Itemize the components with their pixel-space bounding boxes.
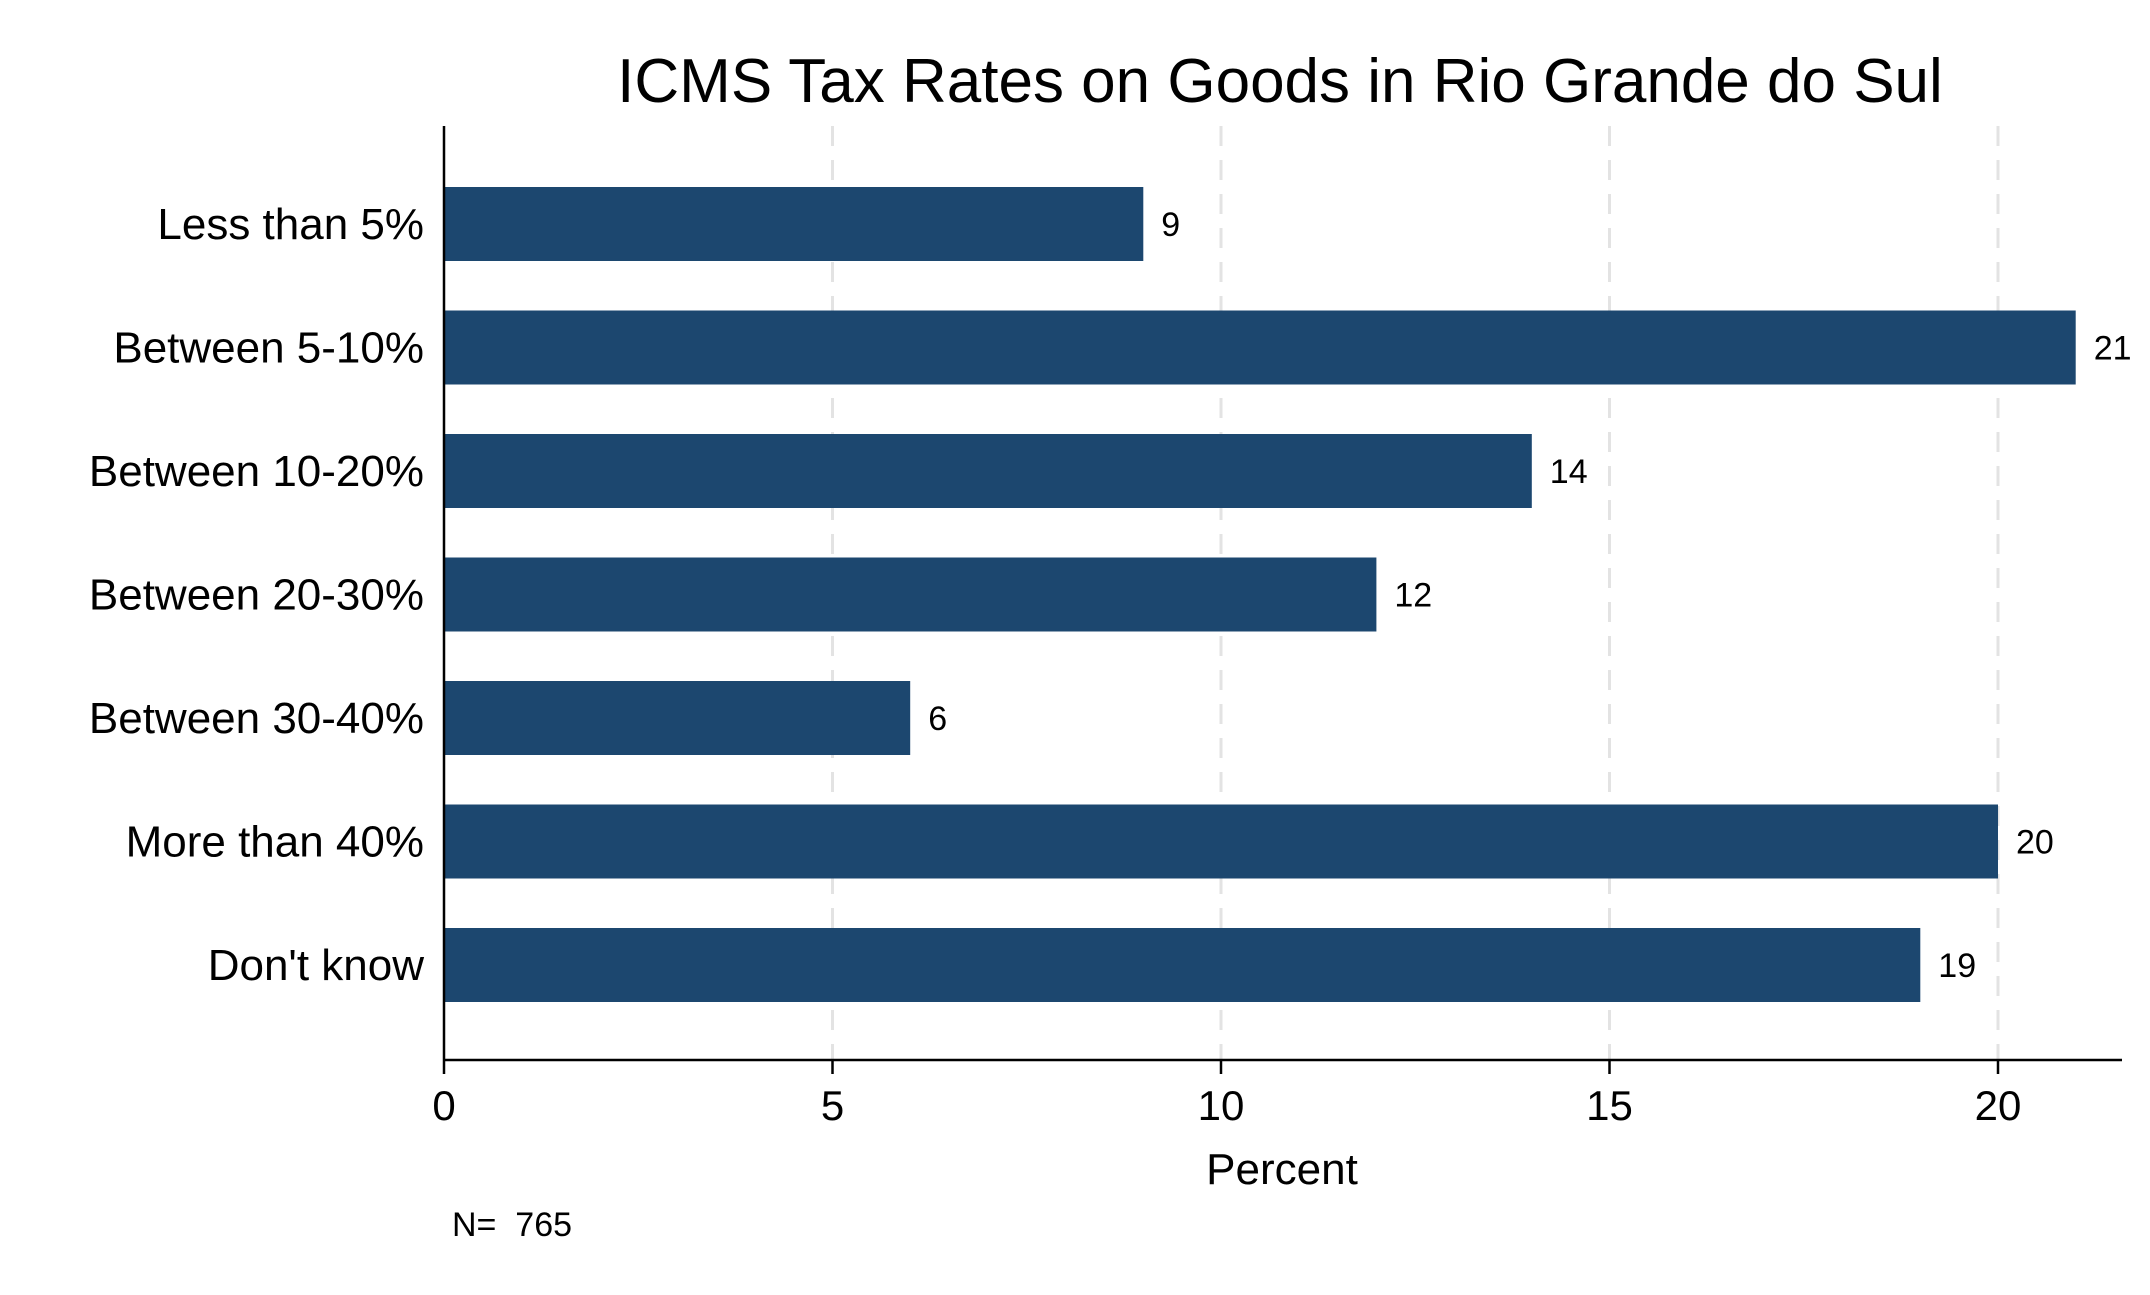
category-label-2: Between 10-20% [89, 447, 424, 496]
x-tick-label-5: 5 [821, 1082, 844, 1129]
bar-3 [444, 557, 1377, 632]
bar-0 [444, 187, 1144, 261]
x-tick-label-20: 20 [1975, 1082, 2022, 1129]
category-label-5: More than 40% [126, 818, 424, 867]
bar-5 [444, 804, 1998, 879]
value-label-0: 9 [1161, 206, 1180, 244]
x-tick-label-0: 0 [432, 1082, 455, 1129]
category-label-1: Between 5-10% [113, 324, 424, 373]
bar-6 [444, 928, 1921, 1002]
bars [444, 187, 2076, 1002]
value-label-5: 20 [2016, 824, 2054, 862]
value-label-2: 14 [1550, 453, 1588, 491]
category-label-4: Between 30-40% [89, 694, 424, 743]
value-label-4: 6 [928, 700, 947, 738]
bar-4 [444, 681, 911, 755]
bar-2 [444, 434, 1532, 508]
bar-1 [444, 310, 2076, 385]
gridlines [831, 126, 2000, 1060]
x-tick-label-15: 15 [1586, 1082, 1633, 1129]
labels: Less than 5% 9 Between 5-10% 21 Between 10-2… [89, 200, 2132, 1129]
category-label-0: Less than 5% [157, 200, 424, 249]
value-label-6: 19 [1938, 947, 1976, 985]
x-axis-title: Percent [1206, 1145, 1358, 1194]
value-label-3: 12 [1394, 577, 1432, 615]
axes [442, 126, 2122, 1074]
sample-size-note: N= 765 [452, 1206, 572, 1244]
category-label-3: Between 20-30% [89, 571, 424, 620]
category-label-6: Don't know [208, 941, 425, 990]
x-tick-label-10: 10 [1198, 1082, 1245, 1129]
value-label-1: 21 [2094, 330, 2132, 368]
chart-title: ICMS Tax Rates on Goods in Rio Grande do… [617, 47, 1943, 116]
